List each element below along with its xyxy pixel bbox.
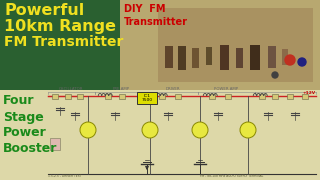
Text: DIY  FM
Transmitter: DIY FM Transmitter: [124, 4, 188, 27]
Text: Power: Power: [3, 127, 47, 140]
Circle shape: [272, 72, 278, 78]
Circle shape: [80, 122, 96, 138]
Text: FM - 88-108 MHz AUDIO SUPPLY TERMINAL: FM - 88-108 MHz AUDIO SUPPLY TERMINAL: [200, 174, 263, 178]
Bar: [259, 93, 265, 98]
Bar: [287, 93, 293, 98]
Circle shape: [240, 122, 256, 138]
Bar: [302, 93, 308, 98]
Bar: [225, 93, 231, 98]
Text: +12V: +12V: [303, 91, 316, 95]
Text: FM Transmitter: FM Transmitter: [4, 35, 124, 49]
Text: Powerful: Powerful: [4, 3, 84, 18]
Text: IC1
7500: IC1 7500: [141, 94, 153, 102]
Bar: [236, 48, 243, 68]
Circle shape: [192, 122, 208, 138]
Text: 1.5-2.5 - DRIVER TEST: 1.5-2.5 - DRIVER TEST: [48, 174, 81, 178]
Bar: [65, 93, 71, 98]
Bar: [178, 46, 186, 70]
Circle shape: [298, 58, 306, 66]
Text: Four: Four: [3, 94, 35, 107]
Bar: [272, 93, 278, 98]
Bar: [192, 48, 199, 68]
Bar: [250, 45, 260, 70]
Bar: [137, 92, 157, 104]
Bar: [77, 93, 83, 98]
Bar: [220, 45, 229, 70]
Bar: [206, 47, 212, 65]
Bar: [120, 0, 320, 90]
Circle shape: [285, 55, 295, 65]
Text: 10km Range: 10km Range: [4, 19, 116, 35]
Bar: [159, 93, 165, 98]
Bar: [268, 46, 276, 68]
Bar: [119, 93, 125, 98]
Circle shape: [142, 122, 158, 138]
Bar: [0, 90, 320, 180]
Text: OSCILLATOR: OSCILLATOR: [59, 87, 83, 91]
Bar: [50, 138, 60, 150]
Bar: [52, 93, 58, 98]
Bar: [165, 46, 173, 68]
Text: Booster: Booster: [3, 143, 57, 156]
Text: Stage: Stage: [3, 111, 44, 123]
Bar: [158, 8, 313, 82]
Bar: [209, 93, 215, 98]
Bar: [0, 0, 120, 90]
Text: DRIVER: DRIVER: [166, 87, 180, 91]
Text: PRE-AMP: PRE-AMP: [112, 87, 130, 91]
Bar: [175, 93, 181, 98]
Bar: [105, 93, 111, 98]
Text: POWER AMP: POWER AMP: [214, 87, 238, 91]
Bar: [282, 49, 288, 65]
